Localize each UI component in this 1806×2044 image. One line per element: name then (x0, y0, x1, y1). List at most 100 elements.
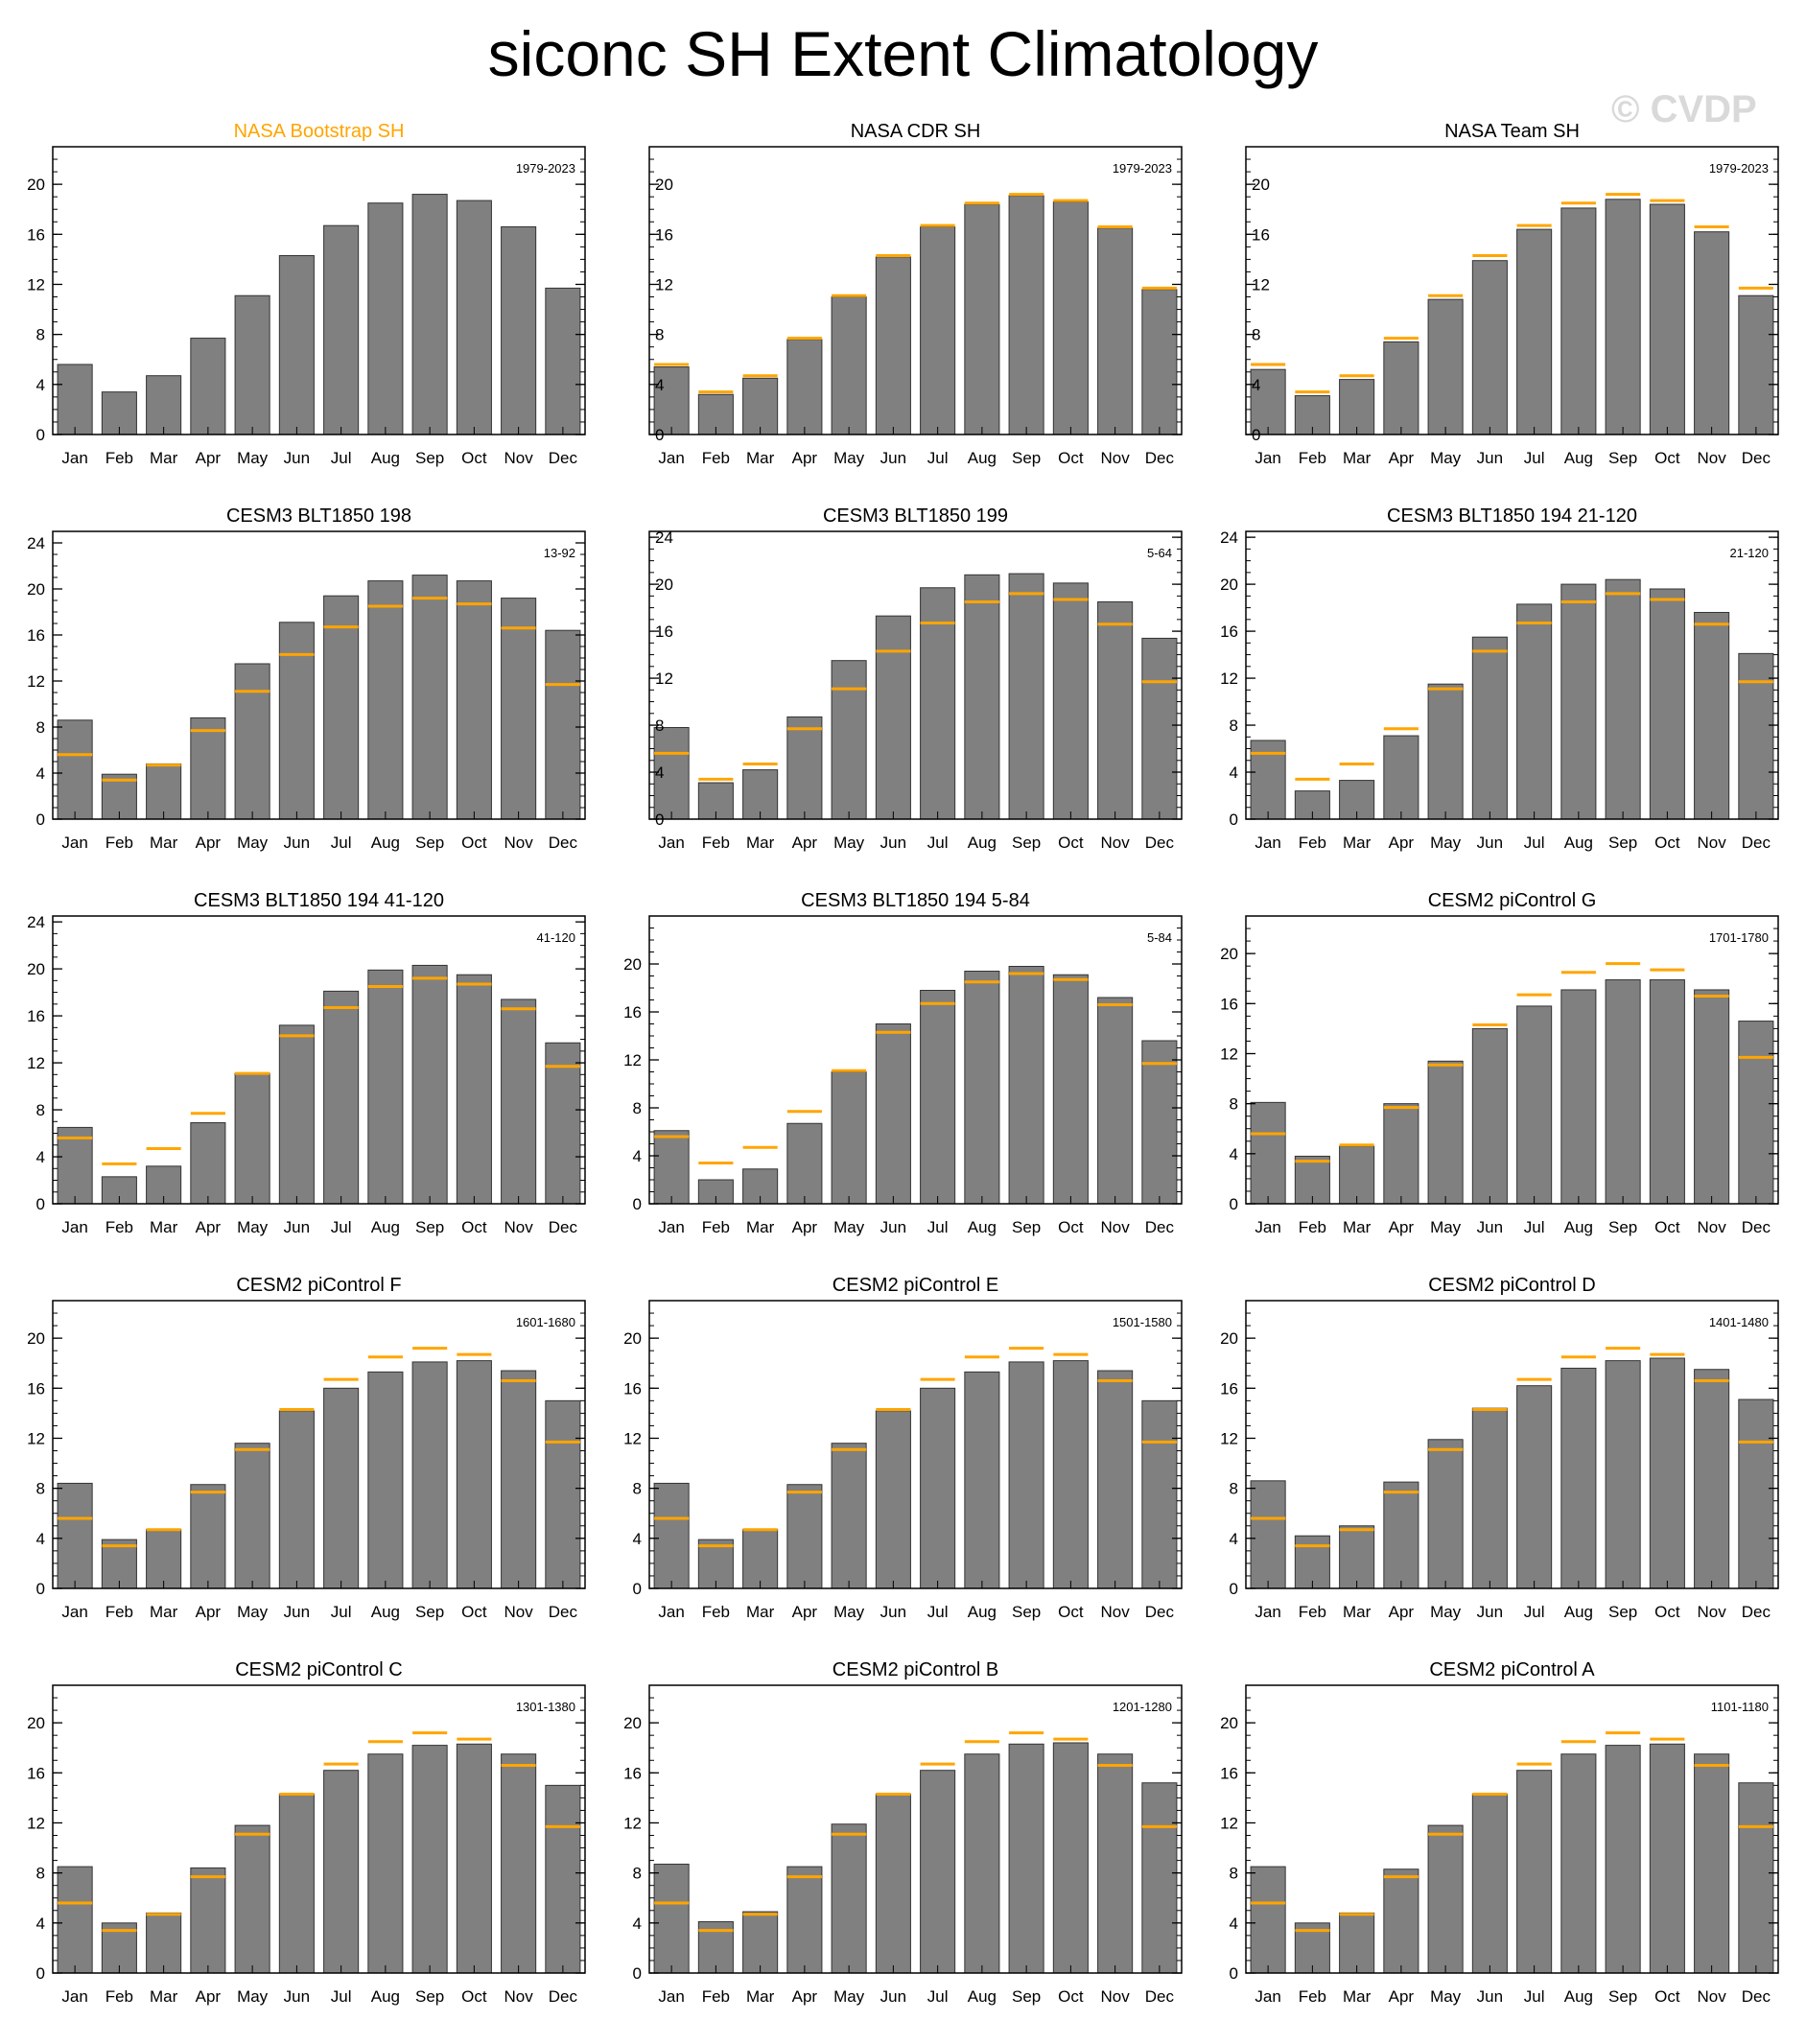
x-tick-label: Jan (658, 834, 684, 852)
bar-jun (875, 256, 911, 435)
x-tick-label: May (237, 1218, 269, 1236)
x-tick-label: Apr (792, 1218, 818, 1236)
x-tick-label: Oct (1058, 449, 1084, 467)
x-tick-label: Jun (1477, 449, 1503, 467)
y-tick-label: 16 (623, 1003, 642, 1022)
y-tick-label: 16 (1252, 225, 1270, 244)
bar-dec (1141, 637, 1178, 820)
bar-aug (367, 1753, 404, 1974)
chart-panel-1: NASA Bootstrap SH 0 4 8 12 16 20 Jan Feb Mar Apr Ma… (27, 121, 586, 467)
x-tick-label: Dec (549, 449, 578, 467)
x-tick-label: Jun (1477, 1218, 1503, 1236)
y-tick-label: 0 (1230, 1580, 1238, 1598)
bar-nov (501, 1370, 537, 1589)
x-tick-label: May (1430, 449, 1462, 467)
x-tick-label: May (237, 834, 269, 852)
x-tick-label: Dec (1145, 1987, 1175, 2006)
y-tick-label: 0 (36, 1964, 45, 1983)
x-tick-label: Jan (658, 1987, 684, 2006)
x-tick-label: Jul (1524, 1603, 1545, 1621)
period-label: 1601-1680 (516, 1315, 575, 1329)
y-tick-label: 8 (633, 1480, 642, 1498)
x-tick-label: Aug (1564, 834, 1593, 852)
y-tick-label: 4 (1230, 1530, 1238, 1548)
y-tick-label: 20 (27, 960, 45, 978)
x-tick-label: Feb (106, 1987, 133, 2006)
x-tick-label: Jun (284, 834, 310, 852)
bar-apr (1383, 1103, 1419, 1205)
bar-oct (1649, 588, 1685, 820)
x-tick-label: Mar (1343, 449, 1372, 467)
x-tick-label: May (833, 1603, 865, 1621)
bar-sep (411, 1361, 448, 1589)
bar-jul (920, 1770, 956, 1974)
y-tick-label: 8 (1230, 1865, 1238, 1883)
bar-dec (1141, 289, 1178, 435)
bar-apr (1383, 1868, 1419, 1974)
bar-dec (1738, 1021, 1774, 1205)
y-tick-label: 4 (655, 764, 664, 782)
x-tick-label: Jul (331, 1987, 352, 2006)
x-tick-label: Jan (658, 1603, 684, 1621)
bar-mar (1339, 379, 1375, 435)
x-tick-label: May (1430, 1218, 1462, 1236)
chart-panel-13: CESM2 piControl C 0 4 8 12 16 20 Jan Feb Mar Apr Ma… (27, 1659, 586, 2006)
period-label: 1101-1180 (1711, 1700, 1769, 1714)
bar-jun (1471, 1793, 1508, 1974)
bar-may (234, 294, 270, 435)
bar-aug (367, 202, 404, 435)
x-tick-label: Oct (461, 1603, 487, 1621)
bar-oct (1052, 974, 1089, 1205)
x-tick-label: Apr (196, 449, 222, 467)
panel-title: CESM2 piControl E (833, 1275, 998, 1296)
y-tick-label: 16 (623, 1764, 642, 1782)
chart-panel-9: CESM2 piControl G 0 4 8 12 16 20 Jan Feb Mar Apr Ma… (1220, 890, 1779, 1236)
bar-oct (456, 974, 492, 1205)
bar-jan (1250, 1101, 1286, 1205)
y-tick-label: 16 (1220, 1764, 1238, 1782)
chart-panel-12: CESM2 piControl D 0 4 8 12 16 20 Jan Feb Mar Apr Ma… (1220, 1275, 1779, 1621)
y-tick-label: 8 (655, 326, 664, 344)
bar-mar (742, 1911, 779, 1974)
bar-nov (1097, 227, 1134, 435)
bar-sep (411, 964, 448, 1205)
y-tick-label: 12 (27, 275, 45, 294)
x-tick-label: Jan (61, 834, 87, 852)
bar-jan (57, 1482, 93, 1589)
x-tick-label: Jun (284, 1218, 310, 1236)
bar-dec (545, 1784, 581, 1974)
y-tick-label: 8 (655, 717, 664, 735)
y-tick-label: 16 (27, 225, 45, 244)
y-tick-label: 16 (1220, 623, 1238, 641)
x-tick-label: Sep (415, 1987, 444, 2006)
x-tick-label: Nov (1101, 1987, 1131, 2006)
plot-frame (648, 146, 1183, 435)
y-tick-label: 4 (1230, 764, 1238, 782)
x-tick-label: Mar (1343, 1218, 1372, 1236)
bar-sep (411, 575, 448, 820)
bar-sep (1008, 1743, 1044, 1974)
x-tick-label: Nov (1698, 1987, 1727, 2006)
chart-panel-14: CESM2 piControl B 0 4 8 12 16 20 Jan Feb Mar Apr Ma… (623, 1659, 1183, 2006)
bar-nov (1694, 989, 1730, 1205)
y-tick-label: 16 (27, 626, 45, 645)
x-tick-label: Apr (792, 1603, 818, 1621)
y-tick-label: 16 (27, 1007, 45, 1025)
bar-may (831, 296, 867, 435)
bar-jan (57, 719, 93, 820)
period-label: 1501-1580 (1113, 1315, 1172, 1329)
bar-sep (1605, 979, 1641, 1205)
bar-nov (501, 999, 537, 1205)
x-tick-label: Jan (1255, 1987, 1280, 2006)
bar-aug (964, 1371, 1000, 1589)
x-tick-label: Jun (880, 1603, 906, 1621)
bar-jul (323, 1387, 360, 1589)
y-tick-label: 16 (1220, 1379, 1238, 1398)
bar-jan (1250, 1480, 1286, 1589)
bar-sep (1008, 195, 1044, 435)
x-tick-label: Mar (746, 449, 775, 467)
x-tick-label: Aug (371, 1603, 400, 1621)
y-tick-label: 0 (633, 1580, 642, 1598)
x-tick-label: Jul (331, 449, 352, 467)
